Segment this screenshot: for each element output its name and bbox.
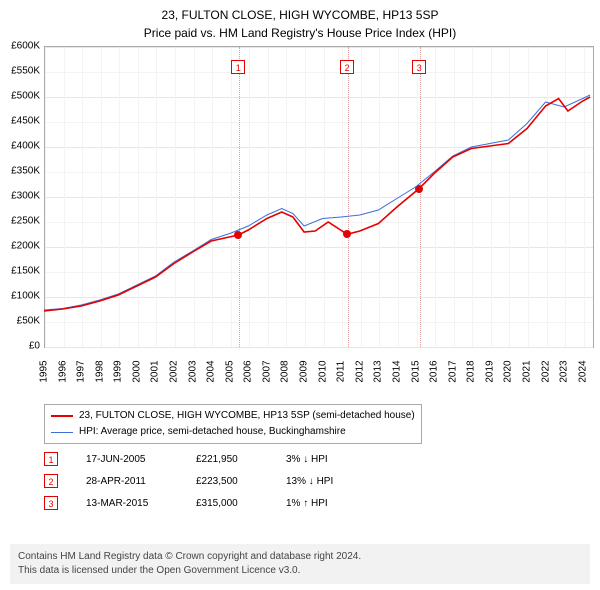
y-tick-label: £200K <box>4 241 40 252</box>
y-tick-label: £150K <box>4 266 40 277</box>
x-tick-label: 1996 <box>57 360 68 382</box>
y-tick-label: £100K <box>4 291 40 302</box>
x-tick-label: 2005 <box>224 360 235 382</box>
x-tick-label: 2019 <box>484 360 495 382</box>
y-tick-label: £450K <box>4 116 40 127</box>
x-tick-label: 2014 <box>391 360 402 382</box>
event-row: 1 17-JUN-2005£221,9503% ↓ HPI <box>44 448 386 470</box>
event-row-price: £315,000 <box>196 498 286 509</box>
legend: 23, FULTON CLOSE, HIGH WYCOMBE, HP13 5SP… <box>44 404 422 444</box>
x-tick-label: 2011 <box>336 361 347 383</box>
x-tick-label: 2023 <box>559 360 570 382</box>
series-svg <box>44 46 592 346</box>
x-tick-label: 1999 <box>113 360 124 382</box>
footer-line-1: Contains HM Land Registry data © Crown c… <box>18 550 582 564</box>
footer-line-2: This data is licensed under the Open Gov… <box>18 564 582 578</box>
legend-swatch-2 <box>51 432 73 433</box>
x-tick-label: 1998 <box>94 360 105 382</box>
event-row-diff: 13% ↓ HPI <box>286 476 386 487</box>
x-tick-label: 2008 <box>280 360 291 382</box>
series-price_paid <box>44 97 590 311</box>
y-tick-label: £500K <box>4 91 40 102</box>
series-hpi <box>44 95 590 310</box>
event-row-date: 13-MAR-2015 <box>86 498 196 509</box>
x-tick-label: 1995 <box>39 360 50 382</box>
event-row-date: 28-APR-2011 <box>86 476 196 487</box>
y-tick-label: £50K <box>4 316 40 327</box>
x-tick-label: 2024 <box>577 360 588 382</box>
x-tick-label: 2001 <box>150 360 161 382</box>
footer-note: Contains HM Land Registry data © Crown c… <box>10 544 590 584</box>
x-tick-label: 2022 <box>540 360 551 382</box>
y-tick-label: £250K <box>4 216 40 227</box>
event-row-diff: 1% ↑ HPI <box>286 498 386 509</box>
x-tick-label: 2012 <box>354 360 365 382</box>
legend-label-2: HPI: Average price, semi-detached house,… <box>79 424 346 440</box>
title-line-1: 23, FULTON CLOSE, HIGH WYCOMBE, HP13 5SP <box>0 6 600 24</box>
y-tick-label: £350K <box>4 166 40 177</box>
y-tick-label: £0 <box>4 341 40 352</box>
event-row-marker: 2 <box>44 474 58 488</box>
y-tick-label: £400K <box>4 141 40 152</box>
title-line-2: Price paid vs. HM Land Registry's House … <box>0 24 600 42</box>
x-tick-label: 2020 <box>503 360 514 382</box>
legend-label-1: 23, FULTON CLOSE, HIGH WYCOMBE, HP13 5SP… <box>79 408 415 424</box>
y-tick-label: £550K <box>4 66 40 77</box>
event-row: 3 13-MAR-2015£315,0001% ↑ HPI <box>44 492 386 514</box>
event-row: 2 28-APR-2011£223,50013% ↓ HPI <box>44 470 386 492</box>
chart-title-block: 23, FULTON CLOSE, HIGH WYCOMBE, HP13 5SP… <box>0 0 600 42</box>
event-row-marker: 1 <box>44 452 58 466</box>
event-row-price: £223,500 <box>196 476 286 487</box>
gridline-h <box>45 347 593 348</box>
x-tick-label: 2017 <box>447 360 458 382</box>
x-tick-label: 2003 <box>187 360 198 382</box>
legend-swatch-1 <box>51 415 73 417</box>
x-tick-label: 2018 <box>466 360 477 382</box>
event-row-marker: 3 <box>44 496 58 510</box>
event-row-price: £221,950 <box>196 454 286 465</box>
event-row-date: 17-JUN-2005 <box>86 454 196 465</box>
x-tick-label: 2009 <box>299 360 310 382</box>
legend-row-series1: 23, FULTON CLOSE, HIGH WYCOMBE, HP13 5SP… <box>51 408 415 424</box>
y-tick-label: £600K <box>4 41 40 52</box>
events-table: 1 17-JUN-2005£221,9503% ↓ HPI 2 28-APR-2011… <box>44 448 386 514</box>
y-tick-label: £300K <box>4 191 40 202</box>
x-tick-label: 2021 <box>521 360 532 382</box>
x-tick-label: 2013 <box>373 360 384 382</box>
event-row-diff: 3% ↓ HPI <box>286 454 386 465</box>
x-tick-label: 2004 <box>206 360 217 382</box>
x-tick-label: 2015 <box>410 360 421 382</box>
x-tick-label: 2002 <box>169 360 180 382</box>
x-tick-label: 2006 <box>243 360 254 382</box>
legend-row-series2: HPI: Average price, semi-detached house,… <box>51 424 415 440</box>
x-tick-label: 2016 <box>429 360 440 382</box>
x-tick-label: 1997 <box>76 360 87 382</box>
x-tick-label: 2010 <box>317 360 328 382</box>
x-tick-label: 2000 <box>131 360 142 382</box>
x-tick-label: 2007 <box>261 360 272 382</box>
